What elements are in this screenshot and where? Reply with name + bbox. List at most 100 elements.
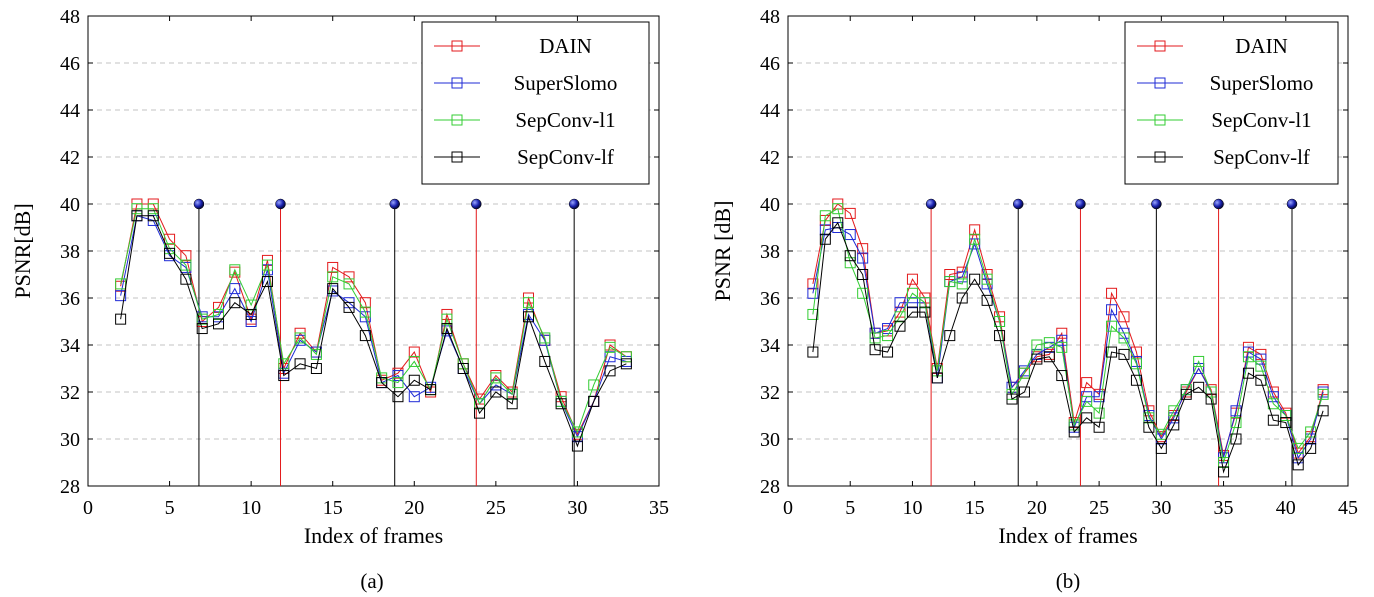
figure-caption: (a) (360, 569, 383, 593)
y-tick-label: 46 (760, 53, 780, 75)
data-point (956, 278, 968, 290)
x-tick-label: 40 (1276, 497, 1296, 519)
data-point (1043, 351, 1055, 363)
data-point (1081, 395, 1093, 407)
y-tick-label: 32 (760, 382, 780, 404)
marker-ball (1151, 198, 1162, 210)
y-tick-label: 38 (60, 241, 80, 263)
data-point (1193, 381, 1205, 393)
data-point (441, 313, 453, 325)
x-tick-label: 45 (1338, 497, 1358, 519)
series-line (120, 215, 627, 448)
data-point (1130, 374, 1142, 386)
data-point (425, 384, 437, 396)
legend-label: SepConv-lf (1213, 145, 1310, 169)
marker-ball (471, 198, 482, 210)
data-point (588, 395, 600, 407)
data-point (115, 278, 127, 290)
data-point (1031, 339, 1043, 351)
chart-panel-a: 28 30 32 34 36 38 40 42 44 46 48 0 5 10 15 20 25 30 35 Inde… (10, 6, 669, 593)
data-point (832, 217, 844, 229)
data-point (894, 297, 906, 309)
data-point (1155, 442, 1167, 454)
series-line (812, 207, 1324, 463)
data-point (1230, 433, 1242, 445)
y-tick-label: 48 (760, 6, 780, 28)
data-point (327, 271, 339, 283)
data-point (1317, 405, 1329, 417)
data-point (1218, 457, 1230, 468)
data-point (278, 358, 290, 370)
data-point (229, 264, 241, 276)
data-point (474, 407, 486, 419)
data-point (327, 261, 339, 273)
y-tick-label: 40 (760, 194, 780, 216)
x-tick-label: 5 (165, 497, 175, 519)
data-point (620, 358, 632, 370)
data-point (1180, 388, 1192, 400)
x-tick-label: 30 (1151, 497, 1171, 519)
legend-swatch-marker (1154, 77, 1166, 89)
data-point (408, 346, 420, 358)
data-point (844, 229, 856, 241)
data-point (213, 308, 225, 320)
data-point (1068, 426, 1080, 438)
y-tick-label: 28 (760, 476, 780, 498)
data-point (343, 278, 355, 290)
data-point (906, 306, 918, 318)
data-point (1056, 334, 1068, 346)
data-point (115, 313, 127, 325)
data-point (147, 203, 159, 215)
data-point (969, 273, 981, 285)
x-tick-label: 0 (783, 497, 793, 519)
data-point (474, 398, 486, 410)
data-point (1056, 341, 1068, 353)
data-point (1205, 393, 1217, 405)
legend-label: SepConv-l1 (1211, 108, 1311, 132)
data-point (1267, 391, 1279, 403)
marker-ball (1075, 198, 1086, 210)
data-point (1155, 428, 1167, 440)
marker-ball (1286, 198, 1298, 210)
data-point (1168, 405, 1180, 417)
data-point (857, 287, 869, 299)
data-point (539, 355, 551, 367)
data-point (180, 273, 192, 285)
y-tick-label: 42 (60, 147, 80, 169)
data-point (229, 283, 241, 295)
data-point (441, 323, 453, 335)
data-point (906, 273, 918, 285)
series-line (120, 208, 627, 434)
y-tick-label: 48 (60, 6, 80, 28)
x-axis-title: Index of frames (998, 523, 1137, 548)
data-point (196, 313, 208, 325)
data-point (1081, 377, 1093, 389)
data-point (457, 363, 469, 374)
data-point (1031, 353, 1043, 365)
x-tick-label: 25 (486, 497, 506, 519)
data-point (1255, 353, 1267, 365)
data-point (807, 278, 819, 290)
y-tick-label: 34 (760, 335, 780, 357)
y-tick-label: 32 (60, 382, 80, 404)
data-point (832, 203, 844, 215)
data-point (1230, 417, 1242, 429)
data-point (620, 351, 632, 363)
data-point (571, 440, 583, 452)
data-point (506, 398, 518, 410)
data-point (1006, 393, 1018, 405)
data-point (919, 306, 931, 318)
data-point (392, 377, 404, 389)
data-point (1280, 417, 1292, 429)
data-point (604, 365, 616, 377)
data-point (1193, 355, 1205, 367)
data-point (294, 332, 306, 344)
legend-swatch-marker (451, 114, 463, 126)
data-point (1106, 346, 1118, 358)
legend-label: SepConv-l1 (515, 108, 615, 132)
figure-caption: (b) (1056, 569, 1081, 593)
data-point (522, 311, 534, 323)
x-tick-label: 15 (965, 497, 985, 519)
data-point (931, 372, 943, 384)
